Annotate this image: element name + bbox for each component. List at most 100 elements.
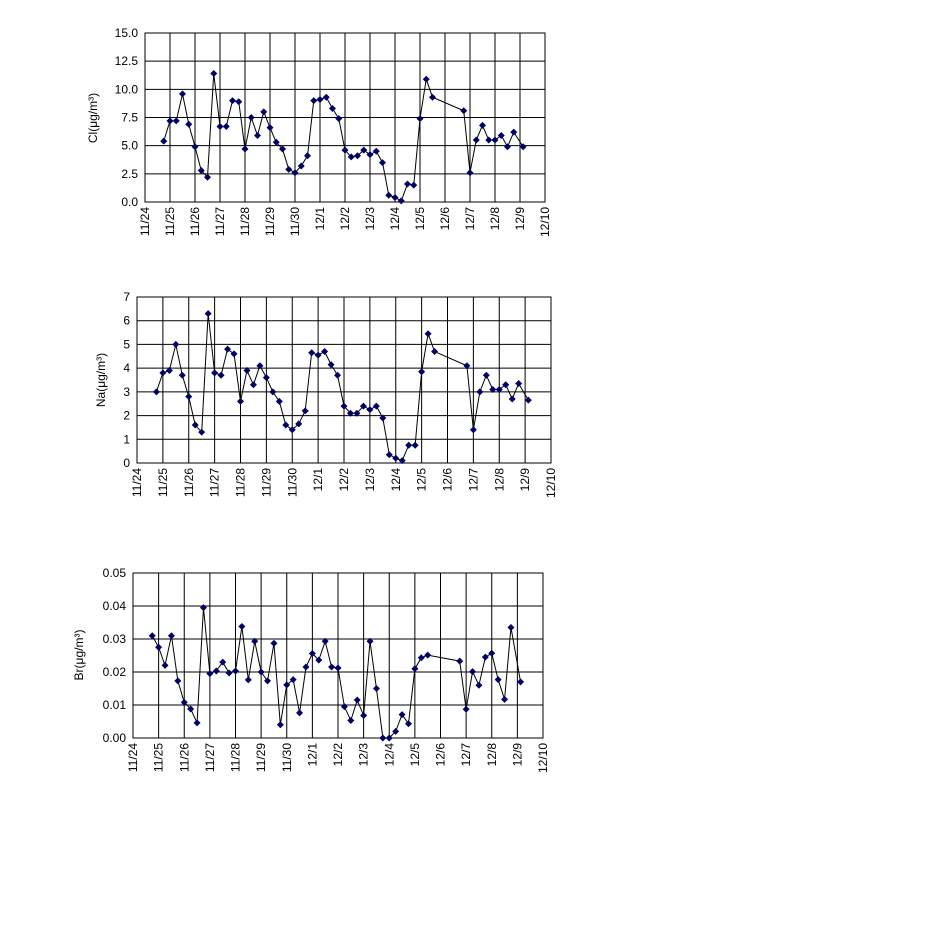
data-point [217,371,225,379]
x-tick-label: 12/4 [382,743,396,767]
data-point [296,709,304,717]
data-point [308,650,316,658]
x-tick-label: 11/27 [213,207,227,236]
y-tick-label: 3 [123,385,130,399]
x-tick-label: 11/30 [288,207,302,236]
y-tick-label: 2 [123,409,130,423]
data-point [491,136,499,144]
data-point [230,350,238,358]
data-point [266,124,274,132]
data-point [360,712,368,720]
data-point [507,623,515,631]
data-point [179,90,186,98]
x-tick-label: 12/4 [389,468,403,492]
data-point [159,369,167,377]
data-point [225,669,233,677]
data-point [462,705,470,713]
x-tick-label: 12/8 [488,207,502,231]
data-point [479,121,486,129]
x-tick-label: 11/25 [163,207,177,236]
data-point [359,402,367,410]
data-point [366,637,374,645]
x-tick-label: 11/25 [152,743,166,772]
data-point [515,380,523,388]
data-point [391,193,399,201]
x-tick-label: 11/30 [280,743,294,772]
data-point [237,397,244,405]
data-point [256,362,264,370]
x-tick-label: 11/26 [188,207,202,236]
y-tick-label: 15.0 [115,26,139,40]
data-point [260,108,268,116]
series-line [151,607,522,739]
data-point [211,369,219,377]
data-point [172,340,180,348]
x-tick-label: 11/25 [156,468,170,497]
data-point [524,396,532,404]
data-point [288,426,296,434]
data-point [431,348,439,356]
data-point [341,146,349,154]
x-tick-label: 12/9 [510,743,524,767]
y-tick-label: 0.0 [121,195,138,209]
x-tick-label: 11/29 [259,468,273,497]
y-tick-label: 0.01 [103,698,127,712]
x-tick-label: 12/7 [463,207,477,231]
x-tick-label: 12/1 [305,743,319,767]
data-point [424,330,432,338]
data-point [166,117,174,125]
data-point [160,137,168,145]
y-axis-title: Br(μg/m³) [72,630,86,681]
data-point [249,381,257,389]
data-point [155,643,163,651]
data-point [254,132,261,140]
y-tick-label: 0.03 [103,632,127,646]
data-point [398,457,406,465]
x-tick-label: 12/10 [544,468,558,498]
data-point [282,421,290,429]
plot-area-border [132,572,544,739]
x-tick-label: 12/2 [331,743,345,767]
data-point [485,136,493,144]
data-point [475,681,483,689]
data-point [495,385,503,393]
x-tick-label: 12/6 [434,743,448,767]
x-tick-label: 11/29 [254,743,268,772]
data-point [161,661,169,669]
data-point [321,348,329,356]
data-point [334,664,342,672]
data-point [291,169,299,177]
x-tick-label: 11/27 [208,468,222,497]
data-point [235,98,243,106]
x-tick-label: 12/3 [363,207,377,231]
data-point [366,151,374,159]
data-point [347,717,355,725]
data-point [257,668,265,676]
x-tick-label: 12/7 [466,468,480,492]
data-point [334,371,342,379]
y-tick-label: 5 [123,337,130,351]
data-point [269,388,277,396]
data-point [469,668,477,676]
data-point [301,407,309,415]
y-tick-label: 12.5 [115,54,139,68]
x-tick-label: 12/4 [388,207,402,231]
data-point [385,734,393,742]
data-point [315,656,323,664]
y-tick-label: 7.5 [121,111,138,125]
x-tick-label: 11/29 [263,207,277,236]
y-axis-title: Na(μg/m³) [94,353,108,407]
data-point [295,420,303,428]
data-point [397,197,405,205]
data-point [197,166,205,174]
data-point [185,393,193,401]
y-axis-title: Cl(μg/m³) [86,93,100,143]
data-point [247,114,255,121]
data-point [272,138,280,146]
data-point [174,677,182,685]
data-point [392,727,400,735]
data-point [216,123,224,131]
x-tick-label: 12/1 [313,207,327,231]
x-tick-label: 11/24 [126,743,140,772]
data-point [198,428,206,436]
